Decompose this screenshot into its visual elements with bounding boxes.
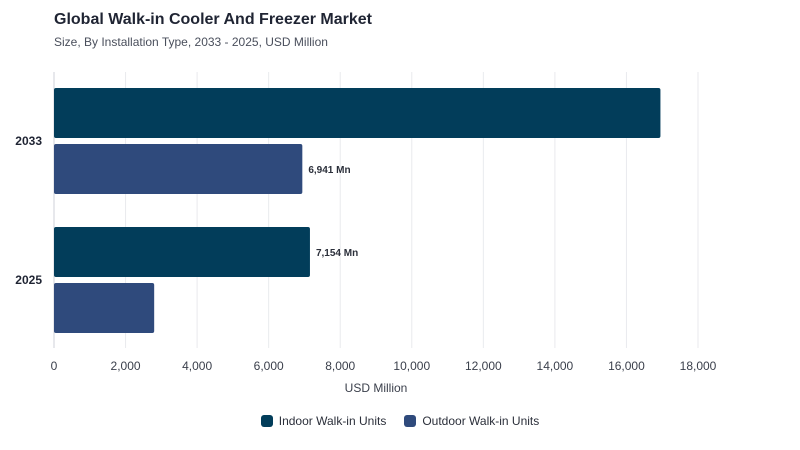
x-tick-label: 18,000	[680, 359, 717, 373]
x-tick-label: 10,000	[393, 359, 430, 373]
bar-indoor-2033	[54, 88, 661, 138]
y-category-label: 2033	[15, 134, 42, 148]
data-label: 7,154 Mn	[316, 248, 358, 259]
legend-label-indoor: Indoor Walk-in Units	[278, 414, 387, 428]
bar-outdoor-2033	[54, 144, 303, 194]
bar-indoor-2025	[54, 227, 310, 277]
legend: Indoor Walk-in Units Outdoor Walk-in Uni…	[0, 414, 800, 428]
y-category-label: 2025	[15, 273, 42, 287]
legend-swatch-indoor	[260, 415, 273, 427]
x-tick-label: 8,000	[325, 359, 355, 373]
data-label: 6,941 Mn	[308, 165, 350, 176]
bar-outdoor-2025	[54, 283, 155, 333]
x-tick-label: 12,000	[465, 359, 502, 373]
chart-subtitle: Size, By Installation Type, 2033 - 2025,…	[54, 35, 328, 49]
x-tick-label: 4,000	[182, 359, 212, 373]
bar-chart: 0 2,000 4,000 6,000 8,000 10,000 12,000 14,000 1…	[15, 72, 717, 395]
x-tick-label: 2,000	[111, 359, 141, 373]
x-tick-label: 16,000	[608, 359, 645, 373]
x-tick-label: 14,000	[537, 359, 574, 373]
legend-item-indoor[interactable]: Indoor Walk-in Units	[260, 414, 387, 428]
legend-swatch-outdoor	[404, 415, 417, 427]
legend-item-outdoor[interactable]: Outdoor Walk-in Units	[404, 414, 539, 428]
legend-label-outdoor: Outdoor Walk-in Units	[422, 414, 540, 428]
x-tick-label: 0	[51, 359, 58, 373]
x-axis-label: USD Million	[345, 381, 408, 395]
x-tick-label: 6,000	[254, 359, 284, 373]
chart-title: Global Walk-in Cooler And Freezer Market	[54, 11, 372, 28]
